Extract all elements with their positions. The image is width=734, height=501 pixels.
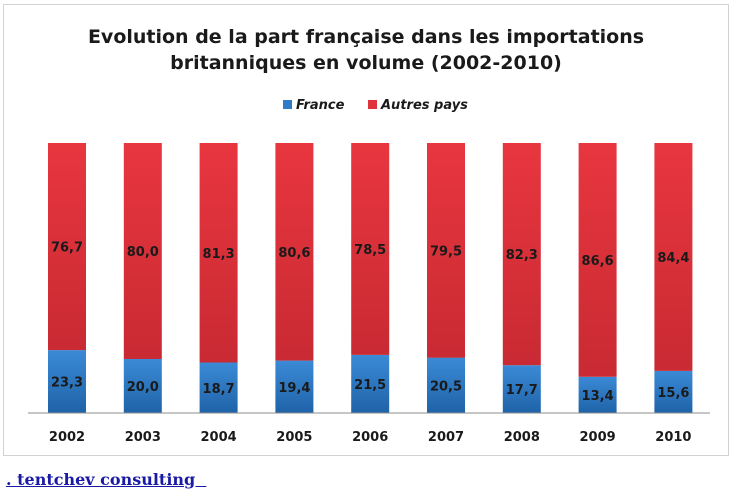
- chart-frame: Evolution de la part française dans les …: [3, 4, 729, 456]
- bar-france-2008: [502, 365, 541, 413]
- bar-autres-pays-2010: [654, 143, 693, 371]
- bar-france-2004: [199, 362, 238, 413]
- legend-label-france: France: [296, 98, 345, 113]
- value-label-france-2006: 21,5: [354, 378, 386, 393]
- chart-title-line-1: Evolution de la part française dans les …: [88, 26, 644, 48]
- x-tick-label-2010: 2010: [655, 430, 691, 445]
- x-tick-label-2007: 2007: [428, 430, 464, 445]
- value-label-autres-pays-2010: 84,4: [657, 251, 689, 266]
- value-label-france-2002: 23,3: [51, 376, 83, 391]
- value-label-france-2008: 17,7: [506, 383, 538, 398]
- value-label-france-2005: 19,4: [278, 381, 310, 396]
- bar-autres-pays-2004: [199, 143, 238, 363]
- bar-france-2005: [275, 360, 314, 413]
- value-labels-group: 23,3 76,7 20,0 80,0 18,7 81,3 19,4 80,6 21,5 78,5…: [51, 241, 689, 404]
- x-tick-label-2006: 2006: [352, 430, 388, 445]
- bar-france-2010: [654, 370, 693, 413]
- legend-label-autres-pays: Autres pays: [380, 98, 468, 113]
- value-label-france-2007: 20,5: [430, 379, 462, 394]
- value-label-france-2009: 13,4: [582, 389, 614, 404]
- x-tick-label-2003: 2003: [125, 430, 161, 445]
- bar-france-2002: [48, 350, 86, 413]
- bar-autres-pays-2007: [427, 143, 465, 358]
- bar-france-2006: [351, 354, 390, 413]
- legend-swatch-autres-pays: [368, 100, 377, 109]
- bar-autres-pays-2005: [275, 143, 314, 361]
- value-label-autres-pays-2003: 80,0: [127, 245, 159, 260]
- value-label-autres-pays-2004: 81,3: [203, 247, 235, 262]
- chart-title-line-2: britanniques en volume (2002-2010): [170, 52, 562, 74]
- bar-autres-pays-2008: [502, 143, 541, 366]
- value-label-autres-pays-2006: 78,5: [354, 243, 386, 258]
- x-tick-label-2004: 2004: [201, 430, 237, 445]
- bar-france-2009: [578, 376, 617, 413]
- bar-autres-pays-2003: [123, 143, 162, 359]
- value-label-autres-pays-2007: 79,5: [430, 244, 462, 259]
- x-tick-label-2008: 2008: [504, 430, 540, 445]
- value-label-autres-pays-2008: 82,3: [506, 248, 538, 263]
- bars-group: [48, 143, 693, 413]
- value-label-france-2004: 18,7: [203, 382, 235, 397]
- x-tick-label-2009: 2009: [580, 430, 616, 445]
- bar-autres-pays-2002: [48, 143, 86, 351]
- x-tick-label-2005: 2005: [276, 430, 312, 445]
- value-label-france-2010: 15,6: [657, 386, 689, 401]
- value-label-france-2003: 20,0: [127, 380, 159, 395]
- x-tick-label-2002: 2002: [49, 430, 85, 445]
- bar-autres-pays-2009: [578, 143, 617, 377]
- legend-swatch-france: [283, 100, 292, 109]
- bar-france-2003: [123, 359, 162, 413]
- bar-autres-pays-2006: [351, 143, 390, 355]
- x-tick-labels-group: 2002 2003 2004 2005 2006 2007 2008 2009 2010: [49, 430, 692, 445]
- value-label-autres-pays-2002: 76,7: [51, 241, 83, 256]
- bar-france-2007: [427, 357, 465, 413]
- chart-svg: Evolution de la part française dans les …: [28, 26, 710, 445]
- value-label-autres-pays-2005: 80,6: [278, 246, 310, 261]
- value-label-autres-pays-2009: 86,6: [582, 254, 614, 269]
- footer-link-tentchev-consulting[interactable]: . tentchev consulting: [6, 470, 207, 489]
- legend: France Autres pays: [283, 98, 468, 113]
